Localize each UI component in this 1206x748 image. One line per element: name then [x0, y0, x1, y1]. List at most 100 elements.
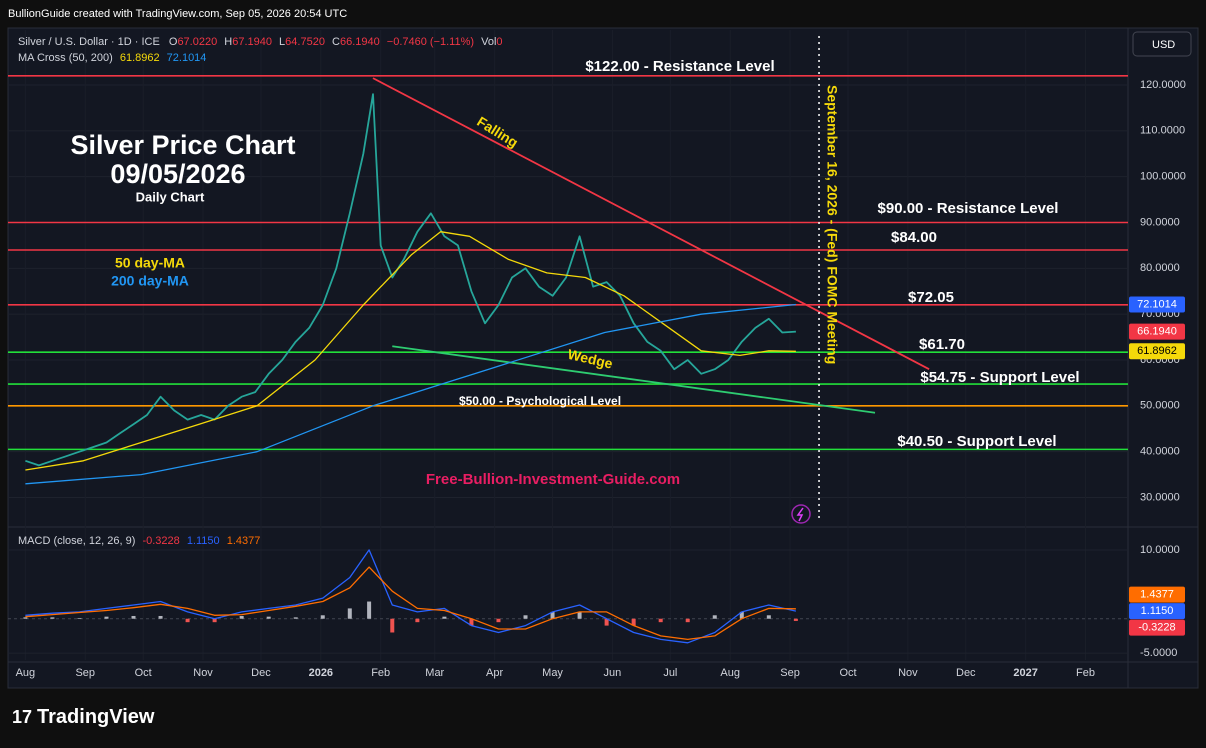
- ohlc-value: 67.0220: [177, 36, 217, 48]
- brand-logo: 17 TradingView: [12, 706, 155, 728]
- histogram-bar: [131, 615, 136, 619]
- level-label: $122.00 - Resistance Level: [585, 58, 774, 75]
- legend-macd-line: MACD (close, 12, 26, 9) -0.3228 1.1150 1…: [18, 535, 260, 547]
- price-badge: [1129, 323, 1185, 340]
- ohlc-value: 66.1940: [340, 36, 380, 48]
- price-badge-label: -0.3228: [1138, 622, 1175, 634]
- histogram-bar: [631, 618, 636, 626]
- credit: BullionGuide created with TradingView.co…: [8, 8, 347, 20]
- event-icon-bolt: [796, 507, 804, 522]
- histogram-bar: [685, 618, 690, 623]
- price-badge: [1129, 619, 1185, 636]
- histogram-bar: [367, 601, 372, 619]
- macd-name: MACD (close, 12, 26, 9): [18, 535, 135, 547]
- histogram-bar: [390, 618, 395, 633]
- y-tick-label: 50.0000: [1140, 400, 1180, 412]
- chart-panel: [7, 27, 1199, 689]
- y-tick-label: 30.0000: [1140, 491, 1180, 503]
- price-badge-label: 72.1014: [1137, 298, 1177, 310]
- y-tick-label: -5.0000: [1140, 647, 1177, 659]
- price-badge-label: 61.8962: [1137, 345, 1177, 357]
- histogram-bar: [604, 618, 609, 626]
- price-badge: [1129, 296, 1185, 313]
- histogram-bar: [739, 611, 744, 619]
- y-tick-label: 100.0000: [1140, 171, 1186, 183]
- price-badge-label: 1.1150: [1141, 605, 1174, 617]
- ma50-value: 61.8962: [120, 52, 160, 64]
- trend-line: [372, 77, 930, 370]
- series-line: [25, 303, 796, 485]
- ohlc-label: C: [332, 36, 340, 48]
- histogram-bar: [320, 615, 325, 619]
- event-icon[interactable]: [791, 504, 811, 524]
- x-tick-label: Feb: [1076, 667, 1095, 679]
- level-label: $90.00 - Resistance Level: [878, 200, 1059, 217]
- legend-symbol: Silver / U.S. Dollar · 1D · ICE: [18, 36, 160, 48]
- y-tick-label: 110.0000: [1140, 125, 1185, 137]
- ohlc-label: H: [224, 36, 232, 48]
- histogram-bar: [496, 618, 501, 623]
- histogram-bar: [266, 616, 271, 619]
- event-label: September 16, 2026 - (Fed) FOMC Meeting: [824, 85, 840, 364]
- x-tick-label: Sep: [75, 667, 95, 679]
- histogram-bar: [185, 618, 190, 623]
- series-line: [25, 549, 797, 644]
- histogram-bar: [658, 618, 663, 623]
- watermark: Free-Bullion-Investment-Guide.com: [426, 471, 680, 488]
- macd-value: 1.1150: [187, 535, 220, 547]
- currency-label: USD: [1152, 39, 1175, 51]
- histogram-bar: [212, 618, 217, 623]
- price-line: [25, 93, 796, 467]
- x-tick-label: Aug: [720, 667, 740, 679]
- currency-button[interactable]: [1132, 31, 1192, 57]
- level-label: $40.50 - Support Level: [897, 433, 1056, 450]
- price-badge-label: 1.4377: [1140, 589, 1174, 601]
- chart-subtitle: 09/05/2026: [110, 159, 245, 189]
- change: −0.7460 (−1.11%): [387, 36, 474, 48]
- x-tick-label: Oct: [135, 667, 152, 679]
- chart-caption: Daily Chart: [136, 189, 205, 204]
- brand-mark: 17: [12, 707, 37, 727]
- x-tick-label: Nov: [898, 667, 918, 679]
- x-tick-label: Oct: [839, 667, 856, 679]
- histogram-bar: [442, 616, 447, 619]
- ohlc-value: 64.7520: [285, 36, 325, 48]
- legend-ma200: 200 day-MA: [111, 273, 189, 289]
- histogram-bar: [50, 617, 55, 619]
- level-label: $72.05: [908, 289, 954, 306]
- histogram-bar: [523, 615, 528, 619]
- histogram-bar: [712, 615, 717, 619]
- level-label: $50.00 - Psychological Level: [459, 394, 621, 408]
- histogram-bar: [239, 615, 244, 619]
- y-tick-label: 10.0000: [1140, 544, 1180, 556]
- ohlc-label: O: [169, 36, 178, 48]
- plot-layer: 30.000040.000050.000060.000070.000080.00…: [8, 30, 1186, 679]
- x-tick-label: 2027: [1013, 667, 1037, 679]
- x-tick-label: Feb: [371, 667, 390, 679]
- histogram-bar: [550, 611, 555, 619]
- price-badge: [1129, 603, 1185, 620]
- histogram-bar: [415, 618, 420, 623]
- histogram-bar: [23, 617, 28, 619]
- x-tick-label: May: [542, 667, 563, 679]
- level-label: $54.75 - Support Level: [920, 369, 1079, 386]
- legend-ma-line: MA Cross (50, 200) 61.8962 72.1014: [18, 52, 206, 64]
- legend-ma50: 50 day-MA: [115, 255, 185, 271]
- price-badge: [1129, 586, 1185, 603]
- histogram-bar: [469, 618, 474, 626]
- ohlc-value: 67.1940: [232, 36, 272, 48]
- trend-line: [392, 345, 876, 414]
- histogram-bar: [793, 618, 798, 621]
- y-tick-label: 120.0000: [1140, 79, 1186, 91]
- series-line: [25, 231, 796, 471]
- x-tick-label: 2026: [309, 667, 333, 679]
- macd-hist-value: -0.3228: [142, 535, 179, 547]
- y-tick-label: 90.0000: [1140, 216, 1180, 228]
- volume-label: Vol: [481, 36, 496, 48]
- level-label: $84.00: [891, 229, 937, 246]
- x-tick-label: Apr: [486, 667, 503, 679]
- x-tick-label: Mar: [425, 667, 444, 679]
- legend-symbol-line: Silver / U.S. Dollar · 1D · ICE O67.0220…: [18, 36, 503, 48]
- y-tick-label: 80.0000: [1140, 262, 1180, 274]
